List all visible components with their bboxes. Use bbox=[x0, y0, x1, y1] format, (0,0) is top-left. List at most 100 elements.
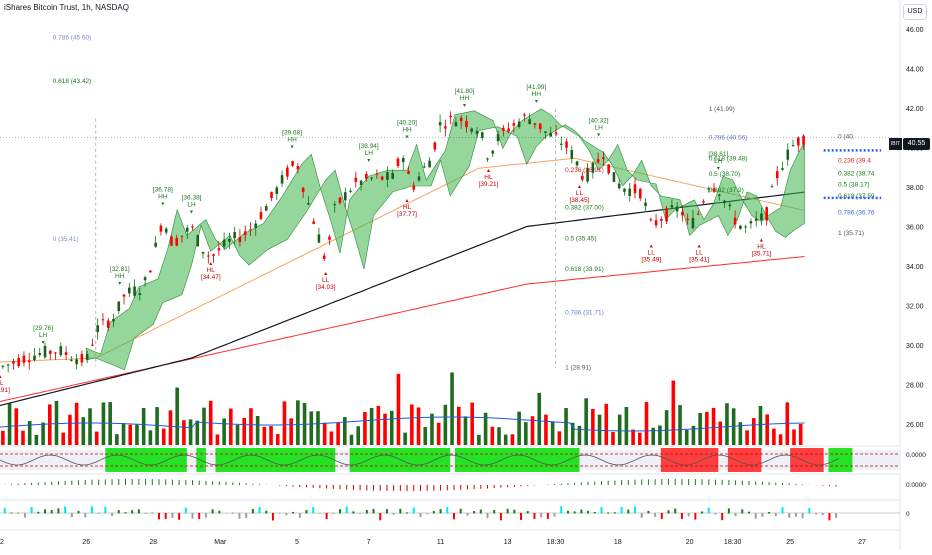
swing-high-marker: ▾ bbox=[463, 103, 466, 109]
osc3-bar bbox=[117, 510, 120, 514]
osc3-bar bbox=[754, 513, 757, 519]
candle-body bbox=[207, 255, 210, 257]
osc3-bar bbox=[352, 511, 355, 514]
osc3-bar bbox=[419, 513, 422, 518]
osc1-segment bbox=[727, 448, 762, 472]
volume-bar bbox=[684, 429, 689, 445]
swing-high-type: HH bbox=[532, 91, 542, 98]
osc3-bar bbox=[801, 513, 804, 519]
swing-high-marker: ▾ bbox=[597, 133, 600, 139]
swing-high-type: LH bbox=[714, 158, 723, 165]
candle-body bbox=[117, 301, 121, 312]
osc3-bar bbox=[788, 513, 791, 518]
x-tick-label: 7 bbox=[367, 539, 371, 546]
volume-ma-line bbox=[0, 416, 805, 432]
candle-body bbox=[17, 357, 20, 367]
osc3-bar bbox=[365, 509, 368, 514]
swing-low-marker: ▴ bbox=[578, 184, 581, 190]
swing-high-type: HH bbox=[287, 136, 297, 143]
fib-mid-label: 1 (41.99) bbox=[709, 106, 735, 113]
osc3-bar bbox=[258, 506, 261, 514]
candle-body bbox=[596, 159, 600, 163]
candle-body bbox=[154, 242, 157, 247]
volume-bar bbox=[148, 430, 153, 445]
candle-body bbox=[254, 223, 258, 228]
volume-bar bbox=[611, 432, 615, 445]
candle-body bbox=[702, 201, 705, 203]
candle-body bbox=[533, 123, 537, 125]
swing-low-type: HL bbox=[403, 204, 412, 211]
swing-high-price: [36.38] bbox=[182, 195, 202, 202]
osc2-label: 0.0000 bbox=[906, 482, 926, 489]
currency-button[interactable]: USD bbox=[903, 4, 927, 20]
candle-body bbox=[1, 365, 5, 367]
x-tick-label: Mar bbox=[214, 539, 227, 546]
volume-bar bbox=[537, 392, 542, 445]
osc3-bar bbox=[124, 512, 127, 514]
volume-bar bbox=[88, 408, 92, 445]
volume-bar bbox=[564, 408, 568, 445]
candle-body bbox=[33, 355, 36, 361]
candle-body bbox=[312, 221, 315, 224]
candle-body bbox=[159, 225, 163, 232]
swing-low-marker: ▴ bbox=[487, 168, 490, 174]
osc1-segment bbox=[660, 448, 719, 472]
x-tick-label: 18:30 bbox=[547, 539, 565, 546]
volume-bar bbox=[403, 432, 407, 445]
osc3-bar bbox=[30, 506, 33, 514]
volume-bar bbox=[416, 407, 421, 445]
volume-bar bbox=[725, 403, 729, 445]
volume-bar bbox=[1, 430, 5, 445]
candle-body bbox=[375, 173, 379, 175]
candle-body bbox=[607, 164, 610, 174]
volume-bar bbox=[456, 406, 461, 445]
candle-body bbox=[507, 128, 510, 132]
y-tick-label: 36.00 bbox=[906, 225, 924, 232]
osc3-bar bbox=[694, 513, 697, 520]
swing-high-type: LH bbox=[39, 332, 48, 339]
osc3-bar bbox=[426, 513, 429, 515]
osc3-bar bbox=[566, 510, 569, 514]
osc3-bar bbox=[446, 507, 449, 514]
candle-body bbox=[728, 204, 732, 207]
volume-bar bbox=[21, 430, 25, 445]
candle-body bbox=[465, 120, 468, 128]
osc3-bar bbox=[493, 509, 496, 514]
last-price-tag: 40.55 bbox=[903, 138, 930, 150]
volume-bar bbox=[651, 427, 656, 445]
candle-body bbox=[59, 346, 63, 356]
volume-bar bbox=[751, 418, 756, 445]
osc3-bar bbox=[392, 513, 395, 515]
osc3-bar bbox=[412, 507, 415, 514]
osc1-segment bbox=[454, 448, 580, 472]
osc3-bar bbox=[701, 511, 704, 514]
candle-body bbox=[175, 238, 179, 246]
swing-low-type: LL bbox=[576, 190, 584, 197]
volume-bar bbox=[34, 434, 39, 445]
osc3-bar bbox=[231, 512, 234, 514]
volume-bar bbox=[363, 412, 367, 445]
swing-high-marker: ▾ bbox=[161, 202, 164, 208]
swing-high-price: [38.94] bbox=[359, 143, 379, 150]
osc3-label: 0 bbox=[906, 511, 910, 518]
swing-high-marker: ▾ bbox=[42, 340, 45, 346]
candle-body bbox=[544, 131, 547, 133]
candle-body bbox=[654, 220, 658, 226]
volume-bar bbox=[517, 411, 521, 445]
y-tick-label: 38.00 bbox=[906, 185, 924, 192]
x-tick-label: 18:30 bbox=[724, 539, 742, 546]
swing-high-price: [40.20] bbox=[397, 120, 417, 127]
candle-body bbox=[586, 167, 589, 182]
osc3-bar bbox=[714, 513, 717, 515]
swing-low-price: [35.49] bbox=[641, 256, 661, 263]
candle-body bbox=[633, 184, 637, 194]
osc3-bar bbox=[211, 509, 214, 514]
osc3-bar bbox=[486, 513, 489, 519]
x-tick-label: 26 bbox=[82, 539, 90, 546]
osc3-bar bbox=[131, 510, 134, 514]
swing-low-price: [38.45] bbox=[570, 197, 590, 204]
y-tick-label: 30.00 bbox=[906, 343, 924, 350]
osc3-bar bbox=[57, 508, 60, 514]
